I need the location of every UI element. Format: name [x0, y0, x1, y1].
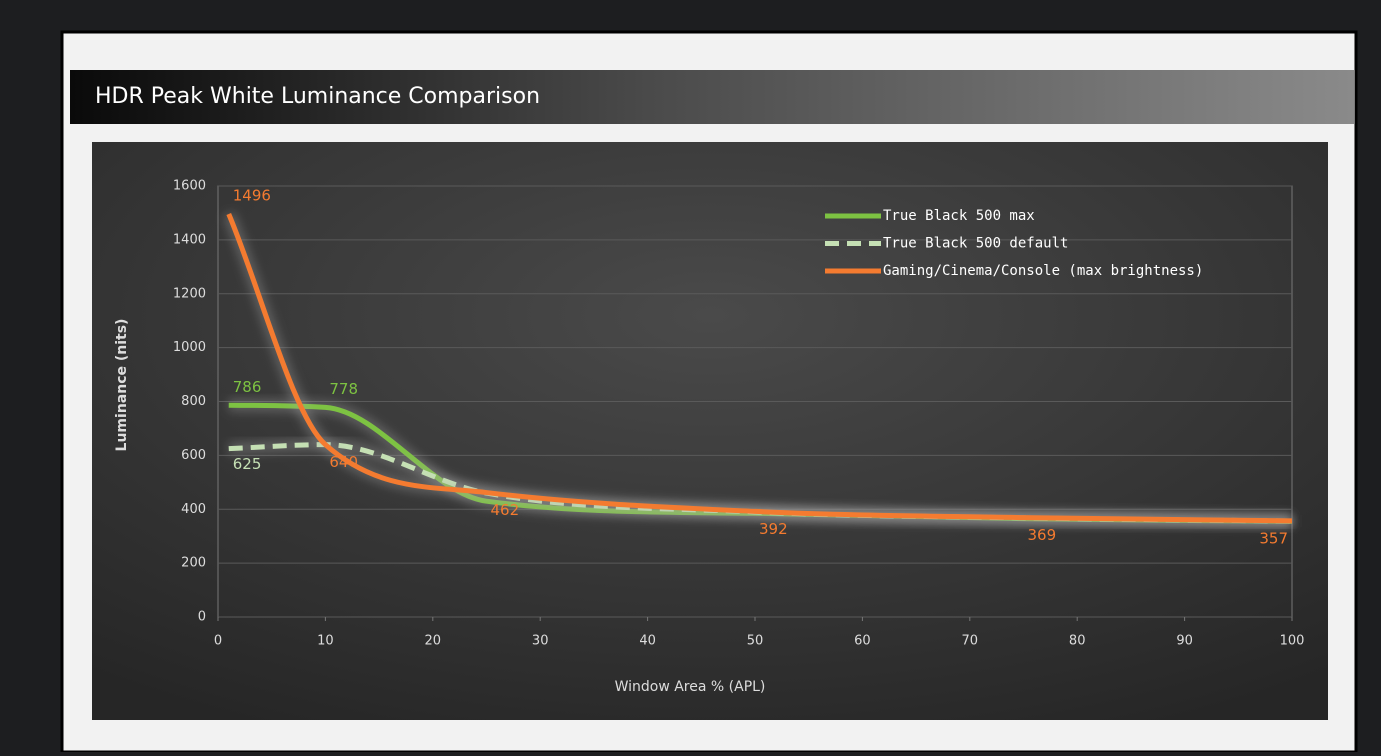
- x-tick-label: 90: [1176, 634, 1193, 649]
- y-tick-label: 600: [181, 448, 206, 463]
- data-label: 640: [329, 453, 358, 471]
- y-tick-label: 1400: [173, 232, 206, 247]
- y-tick-label: 1000: [173, 340, 206, 355]
- legend-label: True Black 500 default: [883, 236, 1068, 252]
- legend-label: Gaming/Cinema/Console (max brightness): [883, 263, 1203, 279]
- y-tick-label: 200: [181, 556, 206, 571]
- y-tick-label: 0: [198, 610, 206, 625]
- y-tick-label: 1200: [173, 286, 206, 301]
- data-label: 357: [1259, 529, 1288, 547]
- plot-panel: [92, 142, 1328, 720]
- x-tick-label: 30: [532, 634, 549, 649]
- legend-label: True Black 500 max: [883, 208, 1035, 224]
- x-tick-label: 50: [747, 634, 764, 649]
- data-label: 462: [491, 501, 520, 519]
- x-axis-title: Window Area % (APL): [615, 679, 766, 695]
- data-label: 625: [233, 455, 262, 473]
- y-tick-label: 400: [181, 502, 206, 517]
- data-label: 786: [233, 378, 262, 396]
- y-axis-title: Luminance (nits): [114, 319, 130, 452]
- data-label: 1496: [233, 187, 271, 205]
- title-bar: [70, 70, 1354, 124]
- x-tick-label: 80: [1069, 634, 1086, 649]
- y-tick-label: 800: [181, 394, 206, 409]
- x-tick-label: 60: [854, 634, 871, 649]
- data-label: 392: [759, 520, 788, 538]
- x-tick-label: 40: [639, 634, 656, 649]
- x-tick-label: 20: [425, 634, 442, 649]
- x-tick-label: 10: [317, 634, 334, 649]
- chart-title: HDR Peak White Luminance Comparison: [95, 84, 540, 109]
- x-tick-label: 70: [962, 634, 979, 649]
- data-label: 778: [329, 380, 358, 398]
- series-line: [226, 213, 1293, 524]
- data-label: 369: [1028, 526, 1057, 544]
- y-tick-label: 1600: [173, 179, 206, 194]
- x-tick-label: 0: [214, 634, 222, 649]
- x-tick-label: 100: [1280, 634, 1305, 649]
